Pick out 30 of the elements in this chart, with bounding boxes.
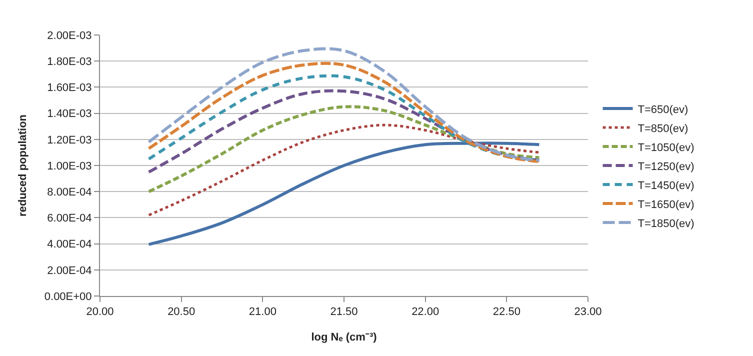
line-series <box>147 105 541 194</box>
y-tick-label: 1.20E-03 <box>47 134 92 146</box>
x-tick-label: 23.00 <box>574 306 602 318</box>
y-tick-label: 2.00E-03 <box>47 30 92 42</box>
y-tick-label: 4.00E-04 <box>47 238 92 251</box>
y-axis-title: reduced population <box>17 114 30 217</box>
y-tick-label: 2.00E-04 <box>47 264 92 277</box>
legend-label: T=1650(ev) <box>638 198 694 211</box>
y-tick-label: 8.00E-04 <box>47 186 92 198</box>
legend-label: T=1250(ev) <box>638 160 694 173</box>
x-tick-label: 22.50 <box>492 306 520 318</box>
y-tick-label: 1.00E-03 <box>47 160 92 172</box>
y-tick-label: 1.60E-03 <box>47 82 92 94</box>
x-tick-label: 20.50 <box>168 306 196 318</box>
legend-label: T=850(ev) <box>638 122 688 135</box>
x-tick-label: 20.00 <box>86 306 114 318</box>
y-tick-label: 1.40E-03 <box>47 108 92 120</box>
y-tick-label: 1.80E-03 <box>47 56 92 68</box>
line-series <box>147 142 541 246</box>
x-tick-label: 22.00 <box>412 306 440 318</box>
x-tick-label: 21.00 <box>248 306 276 318</box>
legend-label: T=1850(ev) <box>638 218 694 230</box>
y-tick-label: 6.00E-04 <box>47 212 92 225</box>
x-axis-title: log Nₑ (cm⁻³) <box>311 331 378 344</box>
line-series <box>148 124 540 216</box>
legend-label: T=1450(ev) <box>638 180 694 192</box>
x-tick-label: 21.50 <box>330 306 358 318</box>
legend-label: T=1050(ev) <box>638 142 694 154</box>
legend-label: T=650(ev) <box>638 104 688 116</box>
y-tick-label: 0.00E+00 <box>44 290 92 303</box>
